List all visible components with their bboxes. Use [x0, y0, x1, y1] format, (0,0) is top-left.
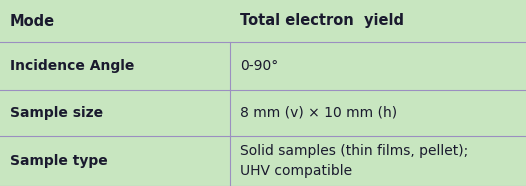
Text: Incidence Angle: Incidence Angle	[10, 59, 134, 73]
Text: Solid samples (thin films, pellet);: Solid samples (thin films, pellet);	[240, 144, 468, 158]
Text: Total electron  yield: Total electron yield	[240, 14, 404, 28]
Text: UHV compatible: UHV compatible	[240, 164, 352, 179]
Text: 0-90°: 0-90°	[240, 59, 278, 73]
Text: Mode: Mode	[10, 14, 55, 28]
Text: 8 mm (v) × 10 mm (h): 8 mm (v) × 10 mm (h)	[240, 106, 397, 120]
Text: Sample type: Sample type	[10, 154, 108, 168]
Text: Sample size: Sample size	[10, 106, 103, 120]
